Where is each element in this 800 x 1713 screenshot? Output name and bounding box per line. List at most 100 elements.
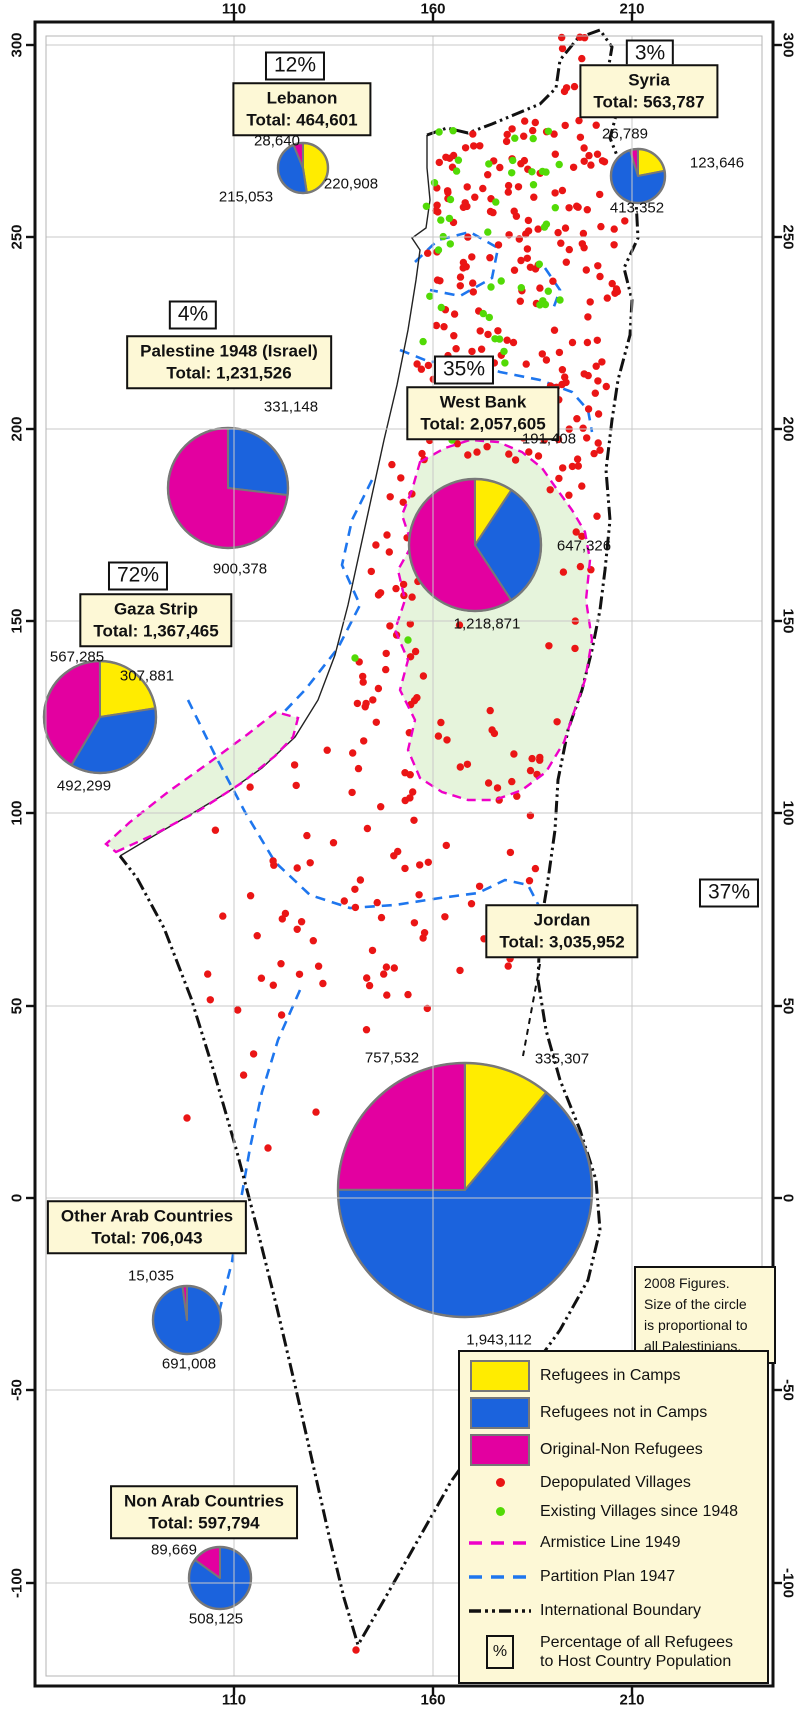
nonarab-value-not_camps: 508,125 <box>188 1610 244 1628</box>
legend-item: Partition Plan 1947 <box>460 1560 767 1594</box>
y-axis-label-right: 100 <box>779 800 797 826</box>
boundary-line-icon <box>469 1609 531 1613</box>
y-axis-label-left: -50 <box>8 1379 26 1401</box>
legend-label: Depopulated Villages <box>540 1473 691 1491</box>
pie-jordan <box>336 1061 594 1319</box>
y-axis-label-right: 50 <box>779 997 797 1015</box>
gaza-percent-badge: 72% <box>107 561 169 591</box>
palestine48-title-box: Palestine 1948 (Israel) Total: 1,231,526 <box>126 335 332 389</box>
note-box: 2008 Figures. Size of the circle is propor… <box>634 1266 776 1364</box>
percent-box-icon: % <box>486 1635 514 1669</box>
jordan-total: Total: 3,035,952 <box>499 932 625 951</box>
pie-gaza <box>42 659 158 775</box>
legend-label: Existing Villages since 1948 <box>540 1502 739 1520</box>
x-axis-label-bottom: 210 <box>619 1691 645 1709</box>
pie-syria <box>609 147 667 205</box>
y-axis-label-right: 150 <box>779 608 797 634</box>
lebanon-value-camps: 220,908 <box>323 175 379 193</box>
pie-westbank <box>407 477 543 613</box>
existing-dot-icon <box>495 1507 505 1516</box>
palestine48-slice-not_camps <box>227 427 289 497</box>
y-axis-label-left: 0 <box>8 1193 26 1203</box>
jordan-leader-line <box>522 963 541 1057</box>
palestine48-total: Total: 1,231,526 <box>166 363 292 382</box>
legend-label: Partition Plan 1947 <box>540 1568 676 1586</box>
y-axis-label-right: 300 <box>779 32 797 58</box>
nonarab-title-box: Non Arab Countries Total: 597,794 <box>110 1485 298 1539</box>
not_camps-swatch <box>470 1396 530 1429</box>
lebanon-value-not_camps: 215,053 <box>218 188 274 206</box>
legend-item: Existing Villages since 1948 <box>460 1497 767 1526</box>
legend-item: International Boundary <box>460 1594 767 1628</box>
armistice-line-1949 <box>104 438 594 854</box>
pie-otherarab <box>151 1284 223 1356</box>
lebanon-percent-badge: 12% <box>264 51 326 81</box>
x-axis-label-bottom: 110 <box>221 1691 247 1709</box>
gaza-name: Gaza Strip <box>113 599 199 619</box>
y-axis-label-right: -100 <box>779 1567 797 1599</box>
y-axis-label-left: -100 <box>8 1567 26 1599</box>
armistice-line-icon <box>469 1541 531 1545</box>
lebanon-name: Lebanon <box>266 88 338 108</box>
pie-lebanon <box>276 141 330 195</box>
y-axis-label-right: 0 <box>779 1193 797 1203</box>
lebanon-value-original: 28,640 <box>254 132 300 150</box>
lebanon-title-box: Lebanon Total: 464,601 <box>232 82 372 136</box>
syria-title-box: Syria Total: 563,787 <box>579 64 719 118</box>
x-axis-label-top: 210 <box>619 0 645 18</box>
gaza-title-box: Gaza Strip Total: 1,367,465 <box>79 593 233 647</box>
otherarab-value-original: 15,035 <box>128 1267 174 1285</box>
y-axis-label-left: 300 <box>8 32 26 58</box>
international-boundary-line <box>118 28 640 1649</box>
note-line: is proportional to <box>644 1317 748 1333</box>
nonarab-total: Total: 597,794 <box>148 1513 260 1532</box>
legend-item: Original-Non Refugees <box>460 1431 767 1468</box>
palestine48-name: Palestine 1948 (Israel) <box>140 341 318 361</box>
syria-value-original: 26,789 <box>602 125 648 143</box>
x-axis-label-bottom: 160 <box>420 1691 446 1709</box>
jordan-value-original: 757,532 <box>364 1049 420 1067</box>
syria-value-camps: 123,646 <box>689 154 745 172</box>
y-axis-label-left: 200 <box>8 416 26 442</box>
legend-label: Original-Non Refugees <box>540 1440 703 1458</box>
palestine48-value-not_camps: 331,148 <box>263 398 319 416</box>
jordan-value-camps: 335,307 <box>534 1050 590 1068</box>
partition-line-icon <box>469 1575 531 1579</box>
jordan-value-not_camps: 1,943,112 <box>466 1331 532 1349</box>
nonarab-value-original: 89,669 <box>151 1541 197 1559</box>
westbank-total: Total: 2,057,605 <box>420 414 546 433</box>
westbank-percent-badge: 35% <box>433 355 495 385</box>
legend-label: Armistice Line 1949 <box>540 1534 681 1552</box>
legend-item: Depopulated Villages <box>460 1468 767 1497</box>
gaza-value-not_camps: 492,299 <box>56 777 112 795</box>
legend-label: Refugees in Camps <box>540 1366 681 1384</box>
westbank-title-box: West Bank Total: 2,057,605 <box>406 386 560 440</box>
y-axis-label-left: 50 <box>8 997 26 1015</box>
otherarab-total: Total: 706,043 <box>91 1228 203 1247</box>
westbank-name: West Bank <box>439 392 527 412</box>
depopulated-dot-icon <box>495 1478 505 1487</box>
legend-item: Armistice Line 1949 <box>460 1526 767 1560</box>
map-frame <box>33 20 775 1688</box>
legend: Refugees in Camps Refugees not in Camps Or… <box>458 1350 769 1684</box>
camps-swatch <box>470 1359 530 1392</box>
y-axis-label-right: 200 <box>779 416 797 442</box>
syria-value-not_camps: 413,352 <box>609 199 665 217</box>
gaza-value-camps: 307,881 <box>119 667 175 685</box>
y-axis-label-left: 150 <box>8 608 26 634</box>
otherarab-name: Other Arab Countries <box>60 1206 234 1226</box>
legend-label: Percentage of all Refugees to Host Countr… <box>540 1633 734 1670</box>
syria-name: Syria <box>628 70 670 90</box>
original-swatch <box>470 1433 530 1466</box>
jordan-slice-original <box>337 1062 466 1191</box>
pie-nonarab <box>187 1545 253 1611</box>
y-axis-label-left: 100 <box>8 800 26 826</box>
otherarab-value-not_camps: 691,008 <box>161 1355 217 1373</box>
lebanon-total: Total: 464,601 <box>246 110 358 129</box>
jordan-title-box: Jordan Total: 3,035,952 <box>485 904 639 958</box>
y-axis-label-left: 250 <box>8 224 26 250</box>
y-axis-label-right: 250 <box>779 224 797 250</box>
jordan-percent-badge: 37% <box>698 878 760 908</box>
